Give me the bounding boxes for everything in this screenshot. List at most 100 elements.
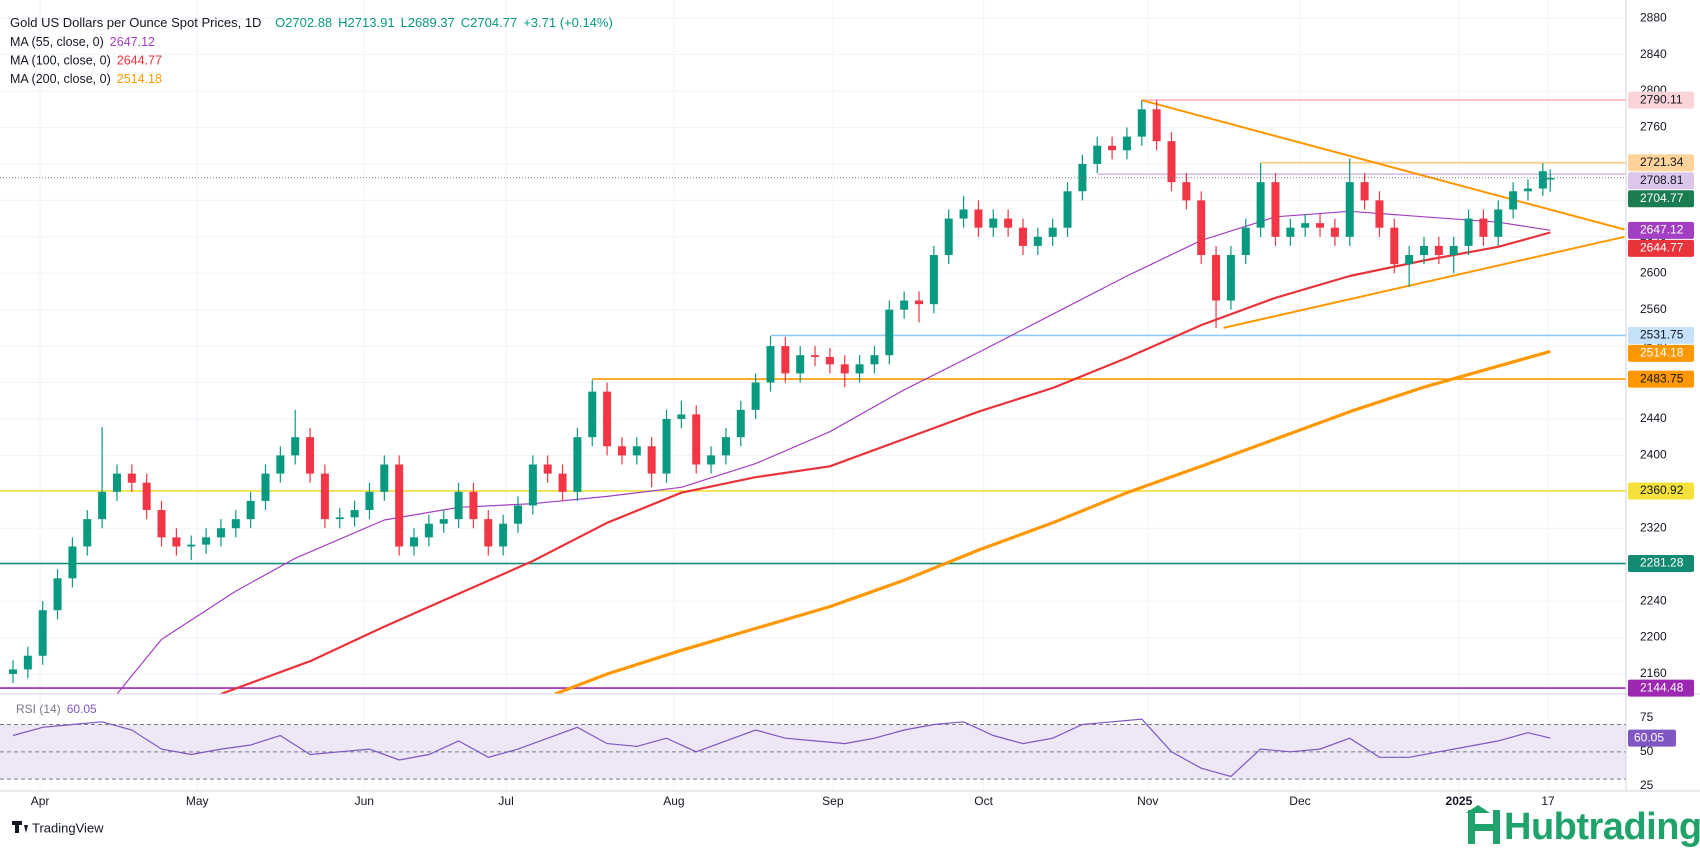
x-tick-label: 17 [1541, 794, 1555, 808]
candle-body [291, 437, 300, 456]
candle-body [1271, 182, 1280, 237]
price-label-box [1628, 239, 1694, 257]
candle-body [840, 364, 849, 374]
price-label-box [1628, 344, 1694, 362]
price-label-box [1628, 91, 1694, 109]
candle-body [187, 544, 196, 547]
candle-body [1286, 227, 1295, 237]
price-label: 2144.48 [1640, 680, 1684, 694]
candle-body [1449, 245, 1458, 256]
candle-body [1018, 227, 1027, 246]
header: Gold US Dollars per Ounce Spot Prices, 1… [10, 15, 613, 30]
ma-line [220, 231, 1551, 694]
candle-body [558, 473, 567, 492]
price-label: 2644.77 [1640, 240, 1684, 254]
candle-body [202, 537, 211, 545]
candle-body [365, 491, 374, 511]
candle-body [439, 519, 448, 524]
candle-body [142, 482, 151, 511]
candle-body [588, 391, 597, 438]
candle-body [246, 500, 255, 520]
candle-body [1093, 145, 1102, 164]
candle-body [320, 473, 329, 520]
x-tick-label: Jul [498, 794, 513, 808]
header-value: +3.71 (+0.14%) [523, 15, 613, 30]
candle-body [677, 414, 686, 419]
price-label: 2704.77 [1640, 191, 1684, 205]
candle-body [573, 437, 582, 492]
price-label: 2721.34 [1640, 155, 1684, 169]
candle-body [350, 510, 359, 518]
candle-body [410, 537, 419, 547]
rsi-line [12, 718, 1551, 778]
candle-body [1523, 188, 1532, 192]
candle-body [1137, 109, 1146, 137]
candle-body [1360, 182, 1369, 201]
price-label-box [1628, 326, 1694, 344]
price-label-box [1628, 221, 1694, 239]
candle-body [469, 491, 478, 520]
candle-body [617, 446, 626, 456]
legend-name: MA (200, close, 0) [10, 72, 111, 86]
tradingview-logo [12, 821, 28, 833]
legend-entry: MA (200, close, 0) 2514.18 [10, 72, 162, 86]
axis: 2160220022402280232023602400244024802520… [31, 10, 1694, 808]
rsi-legend: RSI (14) 60.05 [16, 702, 97, 716]
y-tick-label: 2200 [1640, 630, 1667, 644]
candle-body [1182, 182, 1191, 201]
candle-body [1405, 255, 1414, 265]
candle-body [632, 446, 641, 456]
footer: TradingView Hubtrading [12, 805, 1700, 848]
candle-body [424, 523, 433, 538]
candle-body [1048, 227, 1057, 237]
x-tick-label: Dec [1289, 794, 1310, 808]
candle-body [885, 309, 894, 356]
candle-body [796, 355, 805, 374]
candle-body [1301, 223, 1310, 228]
candle-body [1122, 136, 1131, 151]
legend-name: MA (55, close, 0) [10, 35, 104, 49]
candle-body [1004, 218, 1013, 228]
candle-body [1197, 200, 1206, 256]
candle-body [855, 364, 864, 374]
candle-body [454, 491, 463, 520]
brand: Hubtrading [1504, 806, 1700, 848]
candle-body [1538, 171, 1547, 189]
candle-body [231, 519, 240, 529]
candle-body [1420, 245, 1429, 256]
price-label: 2483.75 [1640, 371, 1684, 385]
header-value: H2713.91 [338, 15, 394, 30]
candle-body [692, 414, 701, 465]
y-tick-label: 2400 [1640, 448, 1667, 462]
candle-body [157, 510, 166, 538]
candle-body [528, 464, 537, 506]
candle-body [1241, 227, 1250, 256]
legend-value: 2647.12 [110, 35, 155, 49]
candle-body [647, 446, 656, 474]
candle-body [1316, 223, 1325, 228]
y-tick-label: 2880 [1640, 10, 1667, 24]
ma-line [554, 349, 1551, 694]
candle-body [1108, 145, 1117, 151]
candle-body [1063, 191, 1072, 228]
trendline [1141, 99, 1625, 231]
candle-body [721, 437, 730, 456]
x-tick-label: Nov [1137, 794, 1158, 808]
candle-body [944, 218, 953, 256]
candle-body [662, 418, 671, 474]
rsi-tick-label: 50 [1640, 744, 1654, 758]
candle-body [68, 546, 77, 579]
price-label: 2360.92 [1640, 483, 1684, 497]
price-label-box [1628, 370, 1694, 388]
legend-entry: MA (55, close, 0) 2647.12 [10, 35, 155, 49]
y-tick-label: 2440 [1640, 411, 1667, 425]
candle-body [900, 300, 909, 310]
candle-body [98, 491, 107, 520]
trendline [1223, 235, 1625, 329]
candle-body [1078, 163, 1087, 192]
candle-body [1345, 182, 1354, 237]
candle-body [1494, 209, 1503, 237]
price-label: 2514.18 [1640, 346, 1684, 360]
legend-value: 2644.77 [117, 54, 162, 68]
